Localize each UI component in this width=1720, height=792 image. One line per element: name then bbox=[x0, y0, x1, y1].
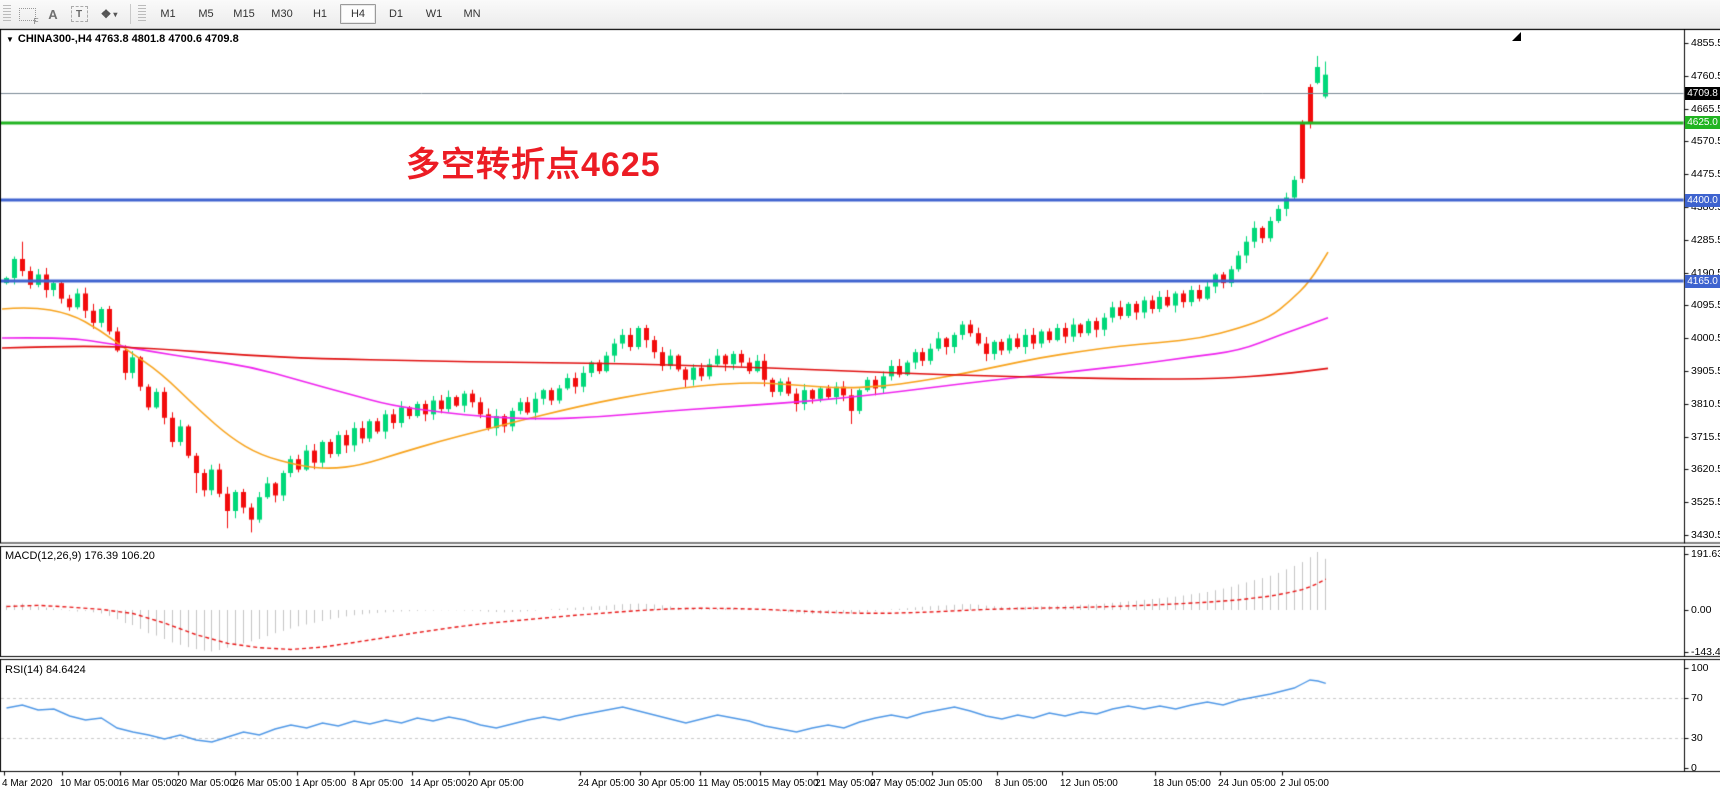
price-tick-label: 4760.5 bbox=[1691, 69, 1720, 82]
timeframe-w1[interactable]: W1 bbox=[425, 8, 443, 20]
price-level-badge: 4400.0 bbox=[1685, 193, 1720, 207]
timeframe-bar-handle[interactable] bbox=[138, 5, 146, 23]
price-level-badge: 4625.0 bbox=[1685, 116, 1720, 130]
price-tick-label: 3525.5 bbox=[1691, 496, 1720, 509]
time-tick-label: 11 May 05:00 bbox=[698, 778, 758, 789]
rsi-axis-label: 70 bbox=[1691, 692, 1703, 704]
time-tick-label: 16 Mar 05:00 bbox=[118, 778, 177, 789]
timeframe-buttons: M1 M5 M15 M30 H1 H4 D1 W1 MN bbox=[149, 4, 491, 24]
toolbar: F A T ❖ ▾ M1 M5 M15 M30 H1 H4 D1 W1 MN bbox=[0, 0, 1720, 29]
rsi-indicator-label: RSI(14) 84.6424 bbox=[5, 664, 86, 676]
rsi-axis-label: 30 bbox=[1691, 732, 1703, 744]
timeframe-h4[interactable]: H4 bbox=[340, 4, 376, 24]
price-tick-label: 3905.5 bbox=[1691, 364, 1720, 377]
price-tick-label: 4285.5 bbox=[1691, 233, 1720, 246]
price-tick-label: 4570.5 bbox=[1691, 135, 1720, 148]
time-tick-label: 21 May 05:00 bbox=[815, 778, 876, 789]
label-tool-icon[interactable]: A bbox=[48, 6, 58, 22]
price-tick-label: 4665.5 bbox=[1691, 102, 1720, 115]
macd-axis-label: 191.63 bbox=[1691, 548, 1720, 561]
price-tick-label: 4475.5 bbox=[1691, 168, 1720, 181]
macd-indicator-label: MACD(12,26,9) 176.39 106.20 bbox=[5, 550, 155, 562]
chart-area: ▼ CHINA300-,H4 4763.8 4801.8 4700.6 4709.… bbox=[0, 29, 1720, 792]
time-tick-label: 10 Mar 05:00 bbox=[60, 778, 119, 789]
toolbar-separator bbox=[130, 4, 131, 24]
price-tick-label: 3620.5 bbox=[1691, 463, 1720, 476]
time-tick-label: 14 Apr 05:00 bbox=[410, 778, 467, 789]
price-tick-label: 4000.5 bbox=[1691, 332, 1720, 345]
time-tick-label: 1 Apr 05:00 bbox=[295, 778, 347, 789]
time-tick-label: 30 Apr 05:00 bbox=[638, 778, 695, 789]
time-tick-label: 24 Jun 05:00 bbox=[1218, 778, 1276, 789]
text-tool-icon[interactable]: T bbox=[66, 3, 92, 25]
price-tick-label: 4095.5 bbox=[1691, 299, 1720, 312]
timeframe-m5[interactable]: M5 bbox=[198, 8, 214, 20]
timeframe-m30[interactable]: M30 bbox=[271, 8, 293, 20]
price-tick-label: 3810.5 bbox=[1691, 397, 1720, 410]
scroll-marker-icon bbox=[1512, 32, 1521, 41]
time-tick-label: 2 Jul 05:00 bbox=[1280, 778, 1329, 789]
macd-axis-label: -143.44 bbox=[1691, 645, 1720, 658]
rsi-axis-label: 100 bbox=[1691, 662, 1709, 674]
timeframe-h1[interactable]: H1 bbox=[312, 8, 328, 20]
price-level-badge: 4165.0 bbox=[1685, 274, 1720, 288]
time-tick-label: 26 Mar 05:00 bbox=[233, 778, 292, 789]
timeframe-m1[interactable]: M1 bbox=[160, 8, 176, 20]
chart-text-annotation: 多空转折点4625 bbox=[406, 146, 661, 184]
rsi-axis-label: 0 bbox=[1691, 762, 1697, 774]
time-tick-label: 18 Jun 05:00 bbox=[1153, 778, 1211, 789]
price-level-badge: 4709.8 bbox=[1685, 86, 1720, 100]
macd-axis-label: 0.00 bbox=[1691, 604, 1712, 616]
timeframe-d1[interactable]: D1 bbox=[388, 8, 404, 20]
time-tick-label: 27 May 05:00 bbox=[870, 778, 931, 789]
timeframe-mn[interactable]: MN bbox=[463, 8, 481, 20]
time-tick-label: 2 Jun 05:00 bbox=[930, 778, 983, 789]
price-tick-label: 4855.5 bbox=[1691, 37, 1720, 49]
time-tick-label: 8 Apr 05:00 bbox=[352, 778, 404, 789]
chart-title: ▼ CHINA300-,H4 4763.8 4801.8 4700.6 4709.… bbox=[6, 33, 239, 45]
chart-canvas[interactable] bbox=[0, 29, 1720, 792]
toolbar-drag-handle[interactable] bbox=[3, 5, 11, 23]
time-tick-label: 8 Jun 05:00 bbox=[995, 778, 1048, 789]
time-tick-label: 15 May 05:00 bbox=[758, 778, 819, 789]
styles-dropdown-caret[interactable]: ▾ bbox=[113, 9, 118, 19]
chart-collapse-icon[interactable]: ▼ bbox=[6, 35, 14, 44]
price-tick-label: 3430.5 bbox=[1691, 528, 1720, 541]
time-tick-label: 24 Apr 05:00 bbox=[578, 778, 635, 789]
selection-tool-icon[interactable]: F bbox=[14, 3, 40, 26]
time-tick-label: 12 Jun 05:00 bbox=[1060, 778, 1118, 789]
timeframe-m15[interactable]: M15 bbox=[233, 8, 255, 20]
styles-icon[interactable]: ❖ ▾ bbox=[100, 7, 118, 21]
price-tick-label: 3715.5 bbox=[1691, 430, 1720, 443]
time-tick-label: 20 Apr 05:00 bbox=[467, 778, 524, 789]
time-tick-label: 4 Mar 2020 bbox=[2, 778, 53, 789]
time-tick-label: 20 Mar 05:00 bbox=[176, 778, 235, 789]
